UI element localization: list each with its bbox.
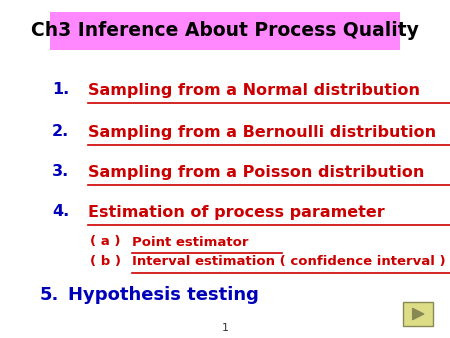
Text: Interval estimation ( confidence interval ): Interval estimation ( confidence interva… <box>132 256 446 268</box>
Text: ( a ): ( a ) <box>90 236 121 248</box>
Text: 1.: 1. <box>52 82 69 97</box>
Text: Estimation of process parameter: Estimation of process parameter <box>88 204 385 219</box>
Text: ( b ): ( b ) <box>90 256 121 268</box>
Text: Hypothesis testing: Hypothesis testing <box>68 286 259 304</box>
Text: Sampling from a Poisson distribution: Sampling from a Poisson distribution <box>88 165 424 179</box>
Text: 1: 1 <box>221 323 229 333</box>
FancyBboxPatch shape <box>50 12 400 50</box>
Text: 2.: 2. <box>52 124 69 140</box>
Text: Point estimator: Point estimator <box>132 236 248 248</box>
FancyBboxPatch shape <box>403 302 433 326</box>
Text: Sampling from a Bernoulli distribution: Sampling from a Bernoulli distribution <box>88 124 436 140</box>
Text: Ch3 Inference About Process Quality: Ch3 Inference About Process Quality <box>31 22 419 41</box>
Polygon shape <box>413 308 424 320</box>
Text: 4.: 4. <box>52 204 69 219</box>
Text: 3.: 3. <box>52 165 69 179</box>
Text: 5.: 5. <box>40 286 59 304</box>
Text: Sampling from a Normal distribution: Sampling from a Normal distribution <box>88 82 420 97</box>
